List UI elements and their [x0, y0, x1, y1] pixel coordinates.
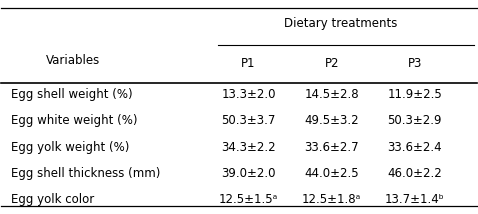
- Text: 33.6±2.7: 33.6±2.7: [304, 141, 359, 154]
- Text: Egg shell thickness (mm): Egg shell thickness (mm): [11, 167, 160, 180]
- Text: 44.0±2.5: 44.0±2.5: [304, 167, 359, 180]
- Text: 33.6±2.4: 33.6±2.4: [388, 141, 442, 154]
- Text: 50.3±3.7: 50.3±3.7: [221, 114, 276, 128]
- Text: 14.5±2.8: 14.5±2.8: [304, 88, 359, 101]
- Text: 13.3±2.0: 13.3±2.0: [221, 88, 276, 101]
- Text: 39.0±2.0: 39.0±2.0: [221, 167, 276, 180]
- Text: 12.5±1.5ᵃ: 12.5±1.5ᵃ: [219, 193, 278, 206]
- Text: 50.3±2.9: 50.3±2.9: [388, 114, 442, 128]
- Text: P1: P1: [241, 57, 256, 70]
- Text: P3: P3: [408, 57, 422, 70]
- Text: 11.9±2.5: 11.9±2.5: [388, 88, 442, 101]
- Text: 46.0±2.2: 46.0±2.2: [388, 167, 442, 180]
- Text: 49.5±3.2: 49.5±3.2: [304, 114, 359, 128]
- Text: Egg shell weight (%): Egg shell weight (%): [11, 88, 132, 101]
- Text: 13.7±1.4ᵇ: 13.7±1.4ᵇ: [385, 193, 445, 206]
- Text: Dietary treatments: Dietary treatments: [284, 17, 398, 30]
- Text: Egg yolk color: Egg yolk color: [11, 193, 94, 206]
- Text: Egg yolk weight (%): Egg yolk weight (%): [11, 141, 129, 154]
- Text: Variables: Variables: [45, 54, 100, 67]
- Text: P2: P2: [325, 57, 339, 70]
- Text: 12.5±1.8ᵃ: 12.5±1.8ᵃ: [302, 193, 361, 206]
- Text: 34.3±2.2: 34.3±2.2: [221, 141, 276, 154]
- Text: Egg white weight (%): Egg white weight (%): [11, 114, 137, 128]
